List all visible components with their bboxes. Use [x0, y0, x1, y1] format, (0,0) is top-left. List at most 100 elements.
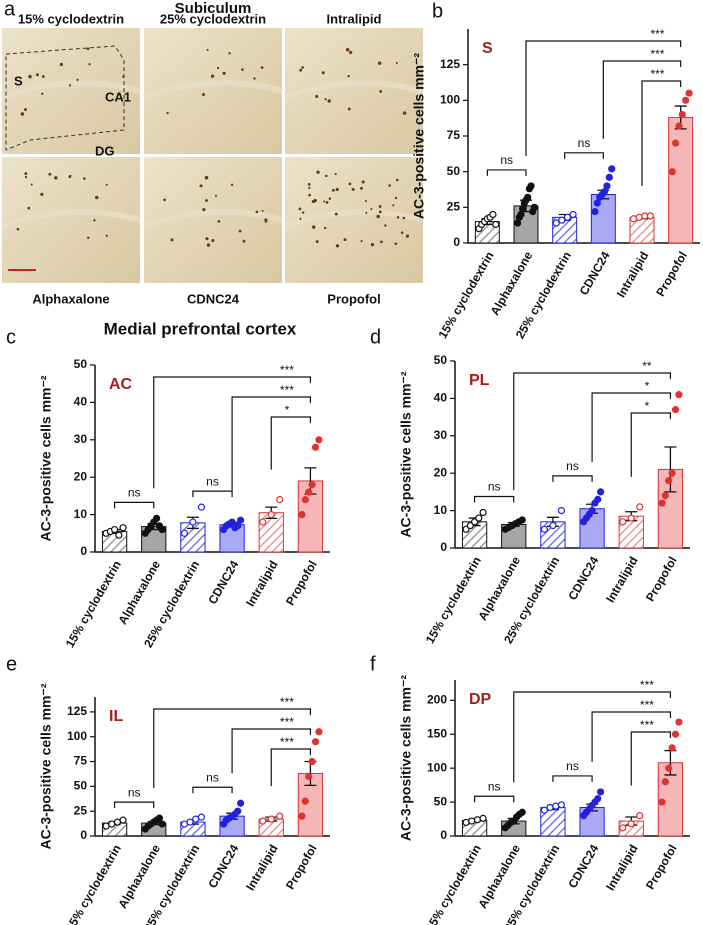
data-point [605, 173, 613, 181]
y-tick-label: 20 [74, 469, 88, 483]
image-label: Propofol [327, 291, 380, 306]
stained-cell [260, 66, 264, 69]
data-point [658, 798, 666, 806]
data-point [668, 168, 676, 176]
stained-cell [83, 177, 86, 180]
stained-cell [377, 61, 382, 65]
stained-cell [395, 61, 398, 65]
data-point [259, 817, 267, 825]
stained-cell [211, 238, 215, 243]
stained-cell [323, 226, 327, 230]
data-point [594, 495, 602, 503]
data-point [603, 182, 611, 190]
significance-label: ns [206, 474, 219, 488]
stained-cell [331, 188, 335, 192]
data-point [540, 525, 549, 533]
stained-cell [370, 242, 375, 247]
x-tick-label: 15% cyclodextrin [423, 842, 484, 925]
bracket [630, 412, 672, 477]
y-axis-label: AC-3-positive cells mm⁻² [38, 683, 54, 849]
bracket [473, 495, 515, 503]
significance-label: *** [650, 27, 664, 41]
data-point [558, 216, 566, 224]
stained-cell [299, 68, 303, 72]
stained-cell [328, 197, 332, 200]
data-point [479, 508, 487, 517]
x-tick-label: 15% cyclodextrin [436, 249, 497, 341]
stained-cell [301, 66, 304, 69]
data-point [276, 812, 284, 820]
data-point [155, 814, 164, 822]
stained-cell [360, 186, 363, 190]
data-point [514, 219, 522, 227]
stained-cell [24, 172, 28, 176]
stained-cell [205, 237, 209, 241]
panel-title: Subiculum [175, 0, 252, 17]
bracket [113, 501, 155, 509]
x-tick-label: CDNC24 [205, 558, 241, 607]
data-point [234, 522, 242, 530]
stained-cell [202, 92, 206, 96]
stained-cell [30, 183, 33, 186]
region-label: PL [469, 372, 490, 389]
data-point [636, 503, 644, 511]
bracket [231, 728, 312, 774]
stained-cell [163, 198, 166, 202]
stained-cell [370, 208, 373, 211]
stained-cell [170, 238, 174, 242]
stained-cell [27, 206, 31, 210]
stained-cell [394, 196, 398, 200]
image-label: 25% cyclodextrin [160, 11, 266, 26]
y-tick-label: 50 [74, 357, 88, 371]
y-tick-label: 50 [74, 779, 88, 793]
stained-cell [88, 63, 91, 66]
data-point [636, 812, 644, 820]
stained-cell [264, 220, 268, 223]
stained-cell [105, 183, 108, 186]
significance-label: * [645, 399, 650, 413]
data-point [675, 122, 683, 130]
stained-cell [228, 52, 231, 55]
stained-cell [301, 211, 305, 214]
x-tick-label: 15% cyclodextrin [63, 842, 124, 925]
y-tick-label: 40 [434, 391, 448, 405]
bracket [270, 748, 312, 787]
y-tick-label: 200 [427, 693, 447, 707]
stained-cell [68, 84, 72, 87]
significance-label: ns [578, 136, 591, 150]
bracket [513, 372, 672, 490]
stained-cell [255, 210, 259, 214]
bracket [552, 775, 593, 782]
stained-cell [400, 231, 404, 235]
significance-label: ns [488, 779, 501, 793]
data-point [298, 510, 306, 519]
x-tick-label: Propofol [283, 842, 320, 892]
data-point [672, 139, 680, 147]
stained-cell [242, 239, 246, 243]
tissue-fold [283, 208, 424, 230]
y-tick-label: 10 [434, 503, 448, 517]
significance-label: *** [640, 718, 654, 732]
x-tick-label: Intralipid [603, 554, 640, 605]
image-label: 15% cyclodextrin [18, 11, 124, 26]
bracket [591, 392, 672, 462]
bracket [564, 152, 604, 159]
data-point [658, 499, 666, 507]
bracket [473, 795, 515, 803]
data-point [661, 778, 669, 786]
y-axis-label: AC-3-positive cells mm⁻² [411, 53, 427, 219]
data-point [234, 807, 242, 815]
data-point [524, 193, 532, 201]
x-tick-label: 15% cyclodextrin [423, 554, 484, 646]
data-point [668, 744, 676, 752]
data-point [557, 801, 566, 809]
data-point [228, 518, 236, 526]
stained-cell [334, 212, 338, 216]
significance-label: ns [566, 759, 579, 773]
stained-cell [325, 174, 328, 178]
data-point [646, 212, 654, 220]
data-point [682, 96, 690, 104]
bracket [153, 376, 312, 489]
stained-cell [20, 112, 25, 116]
y-axis-label: AC-3-positive cells mm⁻² [398, 675, 414, 841]
